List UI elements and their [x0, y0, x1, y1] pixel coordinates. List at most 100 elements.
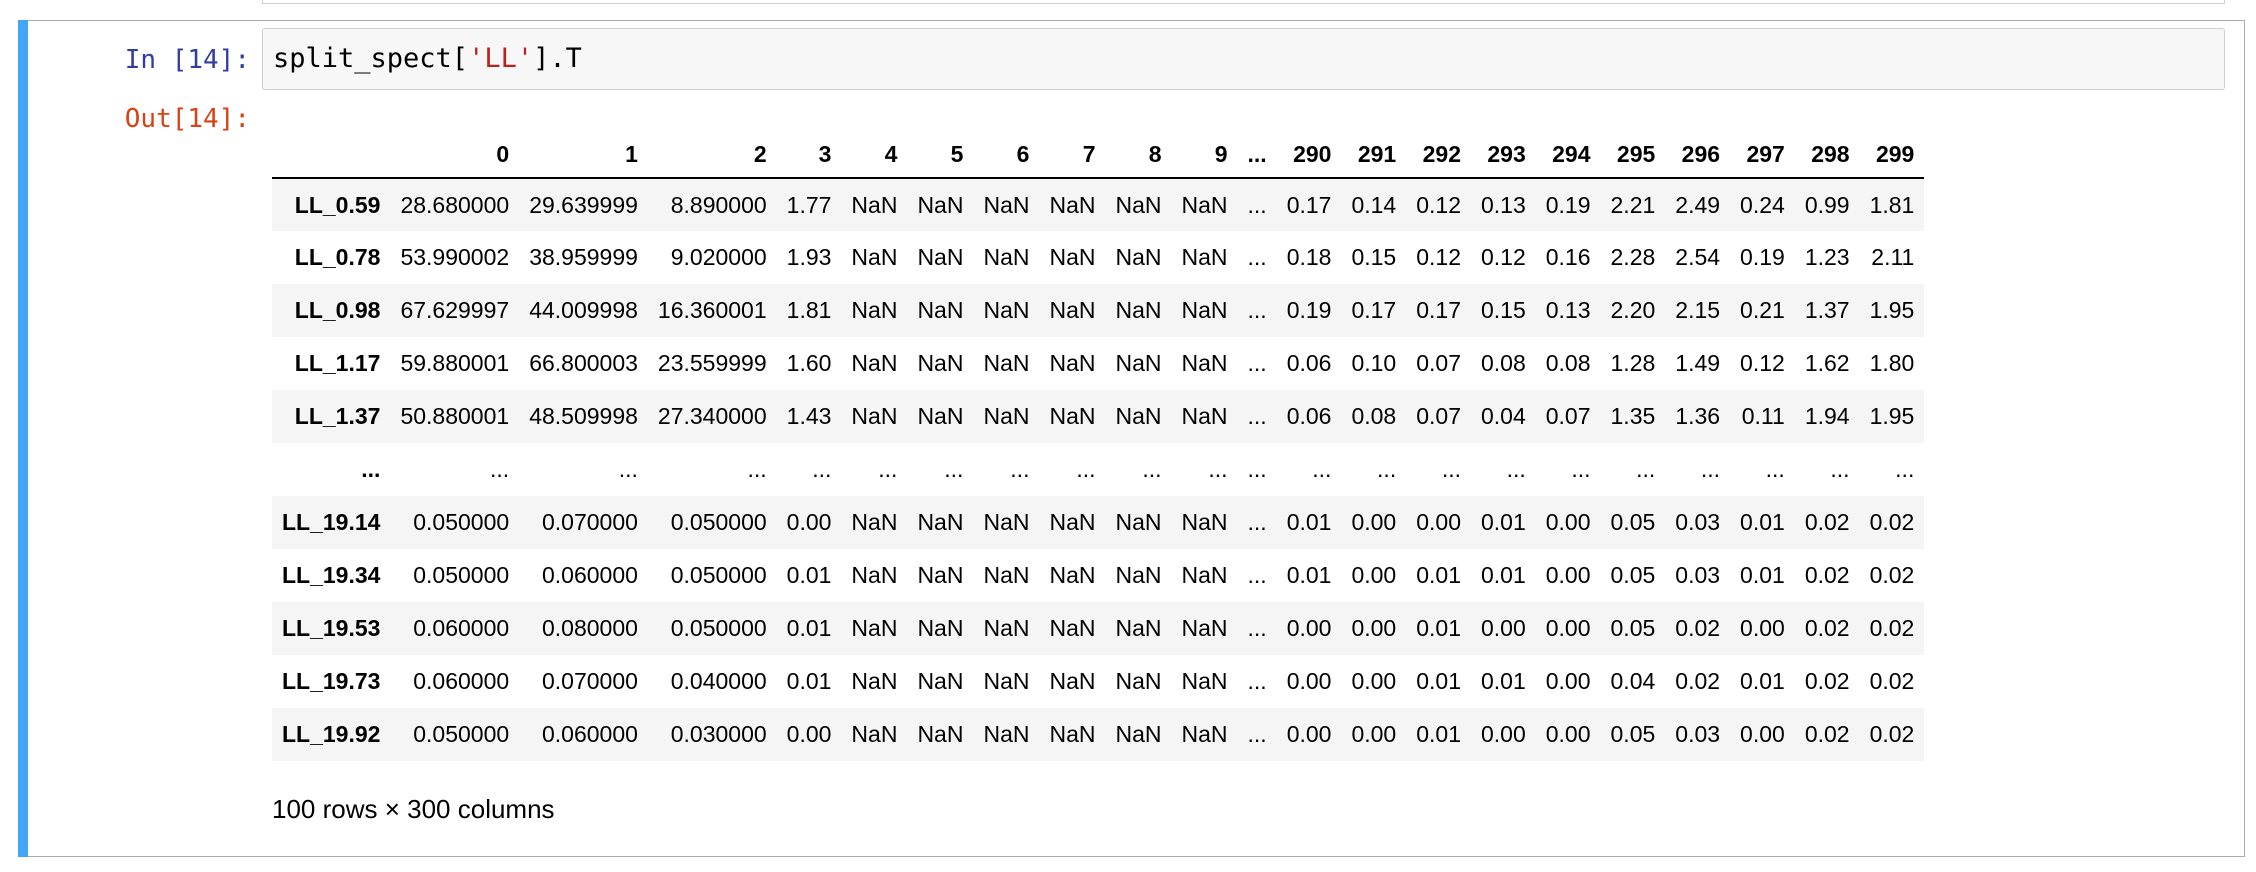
table-cell: NaN	[917, 244, 964, 270]
table-cell: 1.94	[1804, 403, 1850, 429]
table-cell: 27.340000	[657, 403, 767, 429]
table-cell: 0.19	[1286, 297, 1332, 323]
table-cell: NaN	[1181, 403, 1228, 429]
table-cell: NaN	[1049, 244, 1096, 270]
table-cell: 0.01	[1740, 668, 1785, 694]
table-cell: NaN	[1049, 562, 1096, 588]
table-cell: 0.02	[1869, 615, 1915, 641]
table-cell: 0.18	[1286, 244, 1332, 270]
table-cell: ...	[1247, 350, 1267, 376]
table-cell: NaN	[1049, 509, 1096, 535]
code-editor[interactable]: split_spect['LL'].T	[262, 28, 2225, 90]
table-cell: ...	[1247, 297, 1267, 323]
table-cell: 2.21	[1610, 191, 1656, 218]
table-cell: NaN	[983, 721, 1030, 747]
table-cell: NaN	[917, 191, 964, 218]
table-cell: ...	[1247, 509, 1267, 535]
table-cell: 0.00	[1480, 721, 1526, 747]
table-cell: 0.08	[1545, 350, 1591, 376]
table-cell: 0.05	[1610, 562, 1656, 588]
table-cell: 0.050000	[413, 509, 510, 535]
table-row: LL_19.73 0.060000 0.070000 0.040000 0.01 NaN N…	[272, 655, 1925, 708]
table-cell: 0.00	[786, 509, 832, 535]
table-cell: ...	[878, 456, 898, 482]
table-cell: NaN	[1049, 350, 1096, 376]
table-cell: 0.00	[1351, 562, 1397, 588]
table-cell: NaN	[1049, 191, 1096, 218]
table-cell: NaN	[917, 615, 964, 641]
table-cell: 0.12	[1480, 244, 1526, 270]
column-header: 292	[1406, 132, 1471, 179]
table-cell: 0.00	[1351, 721, 1397, 747]
table-cell: 0.060000	[541, 721, 638, 747]
table-cell: 0.10	[1351, 350, 1397, 376]
table-cell: ...	[1312, 456, 1332, 482]
notebook-cell[interactable]	[18, 20, 2245, 857]
table-cell: NaN	[851, 668, 898, 694]
column-header: 0	[390, 132, 520, 179]
table-cell: 0.050000	[413, 562, 510, 588]
table-cell: 0.00	[1480, 615, 1526, 641]
table-cell: 0.17	[1416, 297, 1461, 323]
table-cell: NaN	[1115, 191, 1162, 218]
table-cell: 0.060000	[413, 615, 510, 641]
table-cell: 0.24	[1740, 191, 1785, 218]
table-cell: 0.060000	[541, 562, 638, 588]
column-header: 1	[519, 132, 648, 179]
table-cell: NaN	[1049, 297, 1096, 323]
table-cell: NaN	[983, 350, 1030, 376]
table-cell: 1.43	[786, 403, 832, 429]
table-cell: 0.030000	[670, 721, 767, 747]
table-cell: 0.02	[1675, 615, 1721, 641]
output-prompt: Out[14]:	[124, 104, 250, 134]
table-cell: 0.13	[1545, 297, 1591, 323]
table-cell: 67.629997	[400, 297, 510, 323]
table-cell: NaN	[983, 297, 1030, 323]
table-cell: 0.00	[1545, 721, 1591, 747]
table-cell: 0.00	[1286, 668, 1332, 694]
table-cell: 0.04	[1480, 403, 1526, 429]
table-cell: 0.040000	[670, 668, 767, 694]
table-row: LL_1.17 59.880001 66.800003 23.559999 1.60 Na…	[272, 337, 1925, 390]
table-row: LL_19.92 0.050000 0.060000 0.030000 0.00 NaN N…	[272, 708, 1925, 761]
table-cell: 0.01	[1286, 562, 1332, 588]
row-index: LL_0.78	[294, 244, 381, 270]
table-row: ........................................…	[272, 443, 1925, 496]
table-cell: 0.04	[1610, 668, 1656, 694]
table-cell: 0.01	[1416, 721, 1461, 747]
table-cell: ...	[1895, 456, 1915, 482]
table-cell: NaN	[983, 244, 1030, 270]
table-cell: ...	[1506, 456, 1526, 482]
table-cell: 9.020000	[670, 244, 767, 270]
table-cell: 0.01	[786, 615, 832, 641]
table-cell: 0.03	[1675, 562, 1721, 588]
table-cell: NaN	[917, 668, 964, 694]
table-cell: 0.02	[1869, 509, 1915, 535]
table-cell: NaN	[983, 191, 1030, 218]
table-cell: ...	[944, 456, 964, 482]
table-cell: NaN	[983, 509, 1030, 535]
table-cell: 0.070000	[541, 509, 638, 535]
table-cell: NaN	[1181, 668, 1228, 694]
table-cell: NaN	[851, 509, 898, 535]
table-cell: ...	[1010, 456, 1030, 482]
column-header: 6	[973, 132, 1040, 179]
table-cell: 16.360001	[657, 297, 767, 323]
table-cell: 0.12	[1416, 244, 1461, 270]
table-cell: ...	[747, 456, 767, 482]
table-cell: 1.95	[1869, 403, 1915, 429]
table-cell: 0.080000	[541, 615, 638, 641]
table-cell: 66.800003	[529, 350, 638, 376]
table-cell: 0.00	[1286, 721, 1332, 747]
table-cell: 0.19	[1545, 191, 1591, 218]
row-index: LL_1.17	[294, 350, 381, 376]
table-cell: NaN	[851, 350, 898, 376]
table-cell: NaN	[1181, 297, 1228, 323]
table-cell: 0.00	[1286, 615, 1332, 641]
table-cell: 0.16	[1545, 244, 1591, 270]
input-prompt: In [14]:	[124, 45, 250, 75]
table-cell: ...	[1142, 456, 1162, 482]
table-cell: 0.01	[1416, 668, 1461, 694]
table-cell: 0.03	[1675, 721, 1721, 747]
table-cell: 0.07	[1416, 403, 1461, 429]
